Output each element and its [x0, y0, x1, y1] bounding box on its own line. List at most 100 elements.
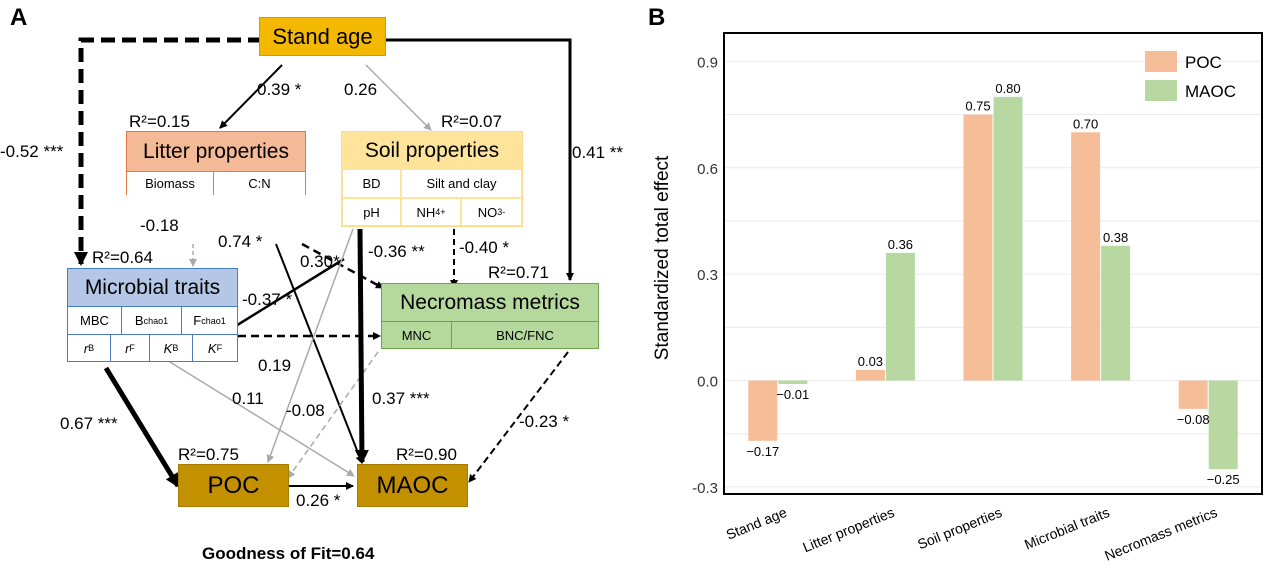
node-litter-properties: Litter properties Biomass C:N	[126, 131, 306, 195]
y-tick-label: 0.3	[697, 267, 718, 284]
path-label-stand-micro: -0.52 ***	[0, 142, 64, 161]
bar-label: −0.17	[746, 444, 779, 459]
nh-text: NH	[416, 204, 436, 220]
bar-poc-0	[748, 380, 778, 441]
kf-sub: F	[216, 343, 223, 353]
maoc-label: MAOC	[376, 471, 449, 499]
bar-poc-4	[1178, 380, 1208, 409]
path-label-stand-litter: 0.39 *	[257, 80, 302, 99]
bar-label: −0.01	[776, 387, 809, 402]
micro-r2: R²=0.64	[92, 248, 153, 267]
necro-cell-bnc-fnc: BNC/FNC	[452, 322, 598, 348]
arrow-soil-poc	[266, 228, 354, 463]
bar-label: 0.80	[995, 81, 1020, 96]
kf-text: K	[207, 340, 217, 356]
node-maoc: MAOC	[357, 464, 468, 507]
soil-cell-ph: pH	[342, 198, 401, 226]
panel-b-label: B	[648, 4, 666, 31]
arrow-soil-micro	[225, 257, 345, 334]
bar-label: 0.75	[965, 99, 990, 114]
x-tick-label: Stand age	[724, 504, 789, 543]
bar-label: −0.08	[1177, 412, 1210, 427]
x-tick-label: Necromass metrics	[1102, 504, 1219, 564]
bar-label: 0.70	[1073, 116, 1098, 131]
bar-maoc-4	[1208, 380, 1238, 470]
goodness-of-fit: Goodness of Fit=0.64	[202, 544, 375, 563]
path-label-soil-necro: -0.40 *	[459, 238, 510, 257]
x-tick-label: Litter properties	[800, 504, 896, 555]
arrow-litter-maoc	[275, 243, 364, 464]
maoc-r2: R²=0.90	[396, 445, 457, 464]
arrow-micro-poc	[103, 366, 181, 488]
necro-r2: R²=0.71	[488, 263, 549, 282]
path-arrows	[74, 37, 574, 490]
legend-label-maoc: MAOC	[1185, 82, 1236, 101]
no-sub: 3	[497, 207, 503, 217]
y-tick-label: -0.3	[692, 480, 718, 497]
arrow-necro-maoc	[468, 351, 569, 483]
x-tick-label: Microbial traits	[1022, 504, 1112, 553]
path-label-micro-necro: -0.37 *	[242, 290, 293, 309]
nh-sub: 4	[435, 207, 441, 217]
necro-cell-mnc: MNC	[382, 322, 452, 348]
fchao-text: F	[193, 313, 202, 328]
no-sup: -	[502, 207, 506, 217]
kb-sub: B	[172, 343, 179, 353]
kb-text: K	[163, 340, 173, 356]
y-tick-label: 0.6	[697, 161, 718, 178]
bchao-text: B	[134, 313, 144, 328]
path-label-stand-necro: 0.41 **	[572, 143, 624, 162]
bar-chart: −0.17 −0.01 0.03 0.36 0.75 0.80 0.70 0.38 −0.08 −…	[652, 32, 1263, 564]
arrow-stand-micro	[74, 37, 262, 266]
poc-r2: R²=0.75	[178, 445, 239, 464]
path-label-necro-maoc: -0.23 *	[519, 412, 570, 431]
bar-maoc-0	[778, 380, 808, 385]
arrow-stand-litter	[219, 64, 283, 129]
path-label-necro-poc: -0.08	[286, 401, 325, 420]
path-label-litter-maoc: 0.30*	[300, 252, 340, 271]
bar-label: −0.25	[1207, 472, 1240, 487]
legend-swatch-poc	[1145, 51, 1177, 72]
bar-poc-2	[963, 114, 993, 381]
soil-cell-no3: NO 3-	[461, 198, 522, 226]
path-label-micro-poc: 0.67 ***	[60, 414, 118, 433]
y-axis-label: Standardized total effect	[652, 155, 673, 360]
micro-label: Microbial traits	[84, 275, 221, 299]
path-label-micro-maoc: 0.11	[232, 389, 264, 408]
rb-text: r	[83, 340, 89, 356]
soil-r2: R²=0.07	[441, 112, 502, 131]
soil-cell-silt-clay: Silt and clay	[401, 169, 522, 198]
plot-frame	[723, 32, 1263, 495]
soil-label: Soil properties	[364, 138, 500, 162]
arrow-micro-maoc	[169, 361, 355, 477]
node-stand-age: Stand age	[259, 17, 386, 56]
arrow-litter-necro	[301, 242, 384, 290]
soil-cell-nh4: NH 4 +	[401, 198, 461, 226]
stand-age-label: Stand age	[272, 23, 373, 49]
litter-cell-cn: C:N	[214, 171, 305, 195]
bar-label: 0.03	[858, 354, 883, 369]
path-label-stand-soil: 0.26	[344, 80, 378, 99]
x-tick-label: Soil properties	[915, 504, 1004, 552]
micro-cell-mbc: MBC	[68, 307, 122, 334]
litter-label: Litter properties	[143, 139, 289, 163]
fchao-sub: chao1	[201, 315, 226, 326]
arrow-stand-soil	[365, 64, 432, 131]
poc-label: POC	[207, 471, 260, 499]
path-label-litter-micro: -0.18	[140, 216, 179, 235]
y-tick-label: 0.9	[697, 54, 718, 71]
node-poc: POC	[178, 464, 289, 507]
rb-sub: B	[88, 343, 95, 353]
litter-cell-biomass: Biomass	[127, 171, 214, 195]
y-tick-label: 0.0	[697, 374, 718, 391]
node-necromass-metrics: Necromass metrics MNC BNC/FNC	[381, 283, 599, 349]
bar-label: 0.36	[888, 237, 913, 252]
path-label-soil-maoc: 0.37 ***	[372, 389, 430, 408]
arrow-soil-maoc	[354, 228, 369, 464]
